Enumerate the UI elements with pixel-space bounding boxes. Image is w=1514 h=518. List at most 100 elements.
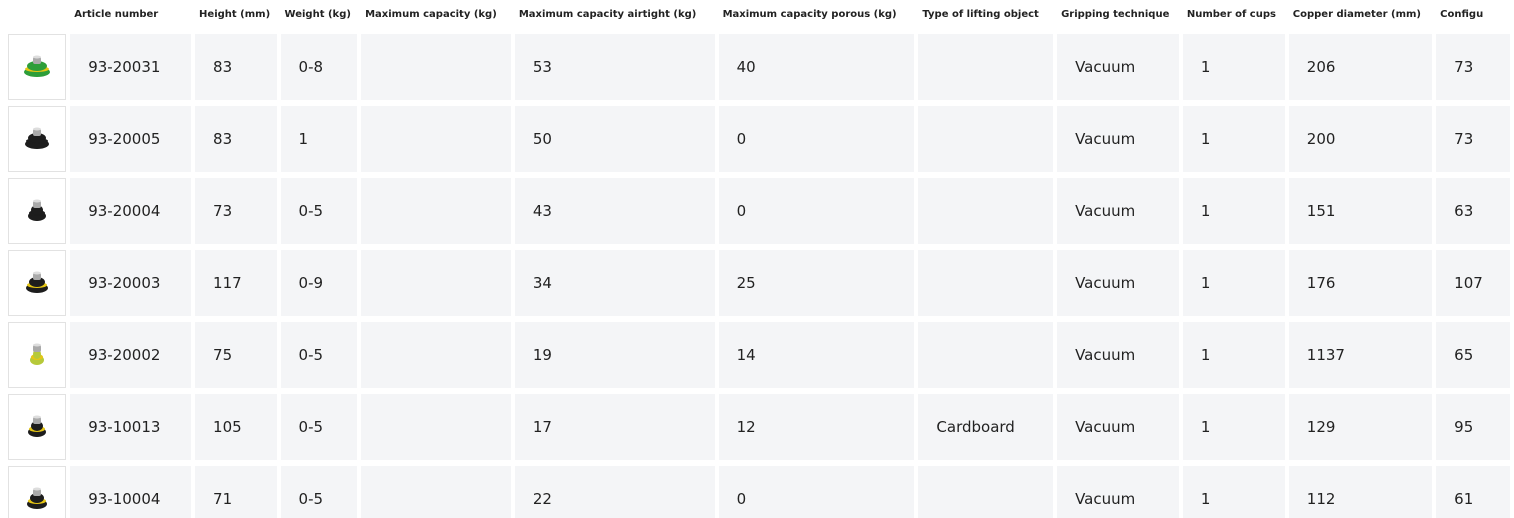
table-cell: 93-20031 [70,34,191,100]
table-cell [918,466,1053,518]
table-cell: 0-5 [281,394,358,460]
table-cell: 34 [515,250,715,316]
table-cell [361,250,511,316]
product-image-cell [8,178,66,244]
product-image-cell [8,250,66,316]
table-cell: 1 [1183,178,1285,244]
table-cell: Vacuum [1057,466,1179,518]
table-cell: 1 [1183,34,1285,100]
table-cell [361,322,511,388]
table-cell: 1 [1183,250,1285,316]
product-image-cell [8,466,66,518]
column-header: Maximum capacity porous (kg) [719,0,915,28]
table-cell: 65 [1436,322,1510,388]
table-cell: 1 [1183,466,1285,518]
table-cell [361,394,511,460]
table-cell: 0-5 [281,466,358,518]
table-cell: 0-8 [281,34,358,100]
column-header: Number of cups [1183,0,1285,28]
product-image-cell [8,322,66,388]
product-image-cell [8,34,66,100]
table-cell: 0-9 [281,250,358,316]
table-cell: 1 [1183,394,1285,460]
table-cell: 93-20004 [70,178,191,244]
product-image [17,189,57,229]
column-header: Gripping technique [1057,0,1179,28]
column-header: Copper diameter (mm) [1289,0,1432,28]
table-cell: 75 [195,322,277,388]
table-cell: 0-5 [281,322,358,388]
column-header: Configu [1436,0,1510,28]
column-header: Height (mm) [195,0,277,28]
table-cell: 93-20002 [70,322,191,388]
table-cell: 53 [515,34,715,100]
table-cell: 63 [1436,178,1510,244]
table-cell: Vacuum [1057,34,1179,100]
table-cell: 1 [281,106,358,172]
table-cell [361,466,511,518]
product-image [17,45,57,85]
table-cell: 43 [515,178,715,244]
table-cell [361,106,511,172]
page: Article numberHeight (mm)Weight (kg)Maxi… [0,0,1514,518]
table-cell: 1 [1183,322,1285,388]
table-cell: 12 [719,394,915,460]
table-cell: 176 [1289,250,1432,316]
table-cell: 129 [1289,394,1432,460]
table-cell: 206 [1289,34,1432,100]
table-cell: 71 [195,466,277,518]
table-cell [918,322,1053,388]
table-cell [918,34,1053,100]
table-cell: 73 [1436,34,1510,100]
table-cell [361,34,511,100]
table-cell: 105 [195,394,277,460]
table-cell: 25 [719,250,915,316]
table-cell: Vacuum [1057,322,1179,388]
table-cell: Vacuum [1057,394,1179,460]
table-cell: Cardboard [918,394,1053,460]
table-cell: 14 [719,322,915,388]
table-cell: 83 [195,34,277,100]
column-header: Maximum capacity (kg) [361,0,511,28]
table-cell: 95 [1436,394,1510,460]
table-cell: 73 [1436,106,1510,172]
table-cell: 61 [1436,466,1510,518]
table-cell: 40 [719,34,915,100]
product-image [17,405,57,445]
table-cell: 1 [1183,106,1285,172]
table-cell: 93-10013 [70,394,191,460]
table-cell [361,178,511,244]
column-header: Type of lifting object [918,0,1053,28]
table-cell: 0-5 [281,178,358,244]
product-image [17,117,57,157]
table-cell: 93-20005 [70,106,191,172]
table-cell: 83 [195,106,277,172]
table-cell [918,250,1053,316]
table-cell: Vacuum [1057,106,1179,172]
table-cell: 0 [719,466,915,518]
table-cell: 0 [719,106,915,172]
table-cell: 50 [515,106,715,172]
table-cell: 22 [515,466,715,518]
table-cell: 17 [515,394,715,460]
product-image [17,261,57,301]
table-cell: 73 [195,178,277,244]
column-header: Article number [70,0,191,28]
table-cell: 1137 [1289,322,1432,388]
product-image [17,477,57,517]
product-image-cell [8,106,66,172]
table-cell: 93-10004 [70,466,191,518]
table-cell: Vacuum [1057,178,1179,244]
table-cell: 151 [1289,178,1432,244]
column-header: Maximum capacity airtight (kg) [515,0,715,28]
